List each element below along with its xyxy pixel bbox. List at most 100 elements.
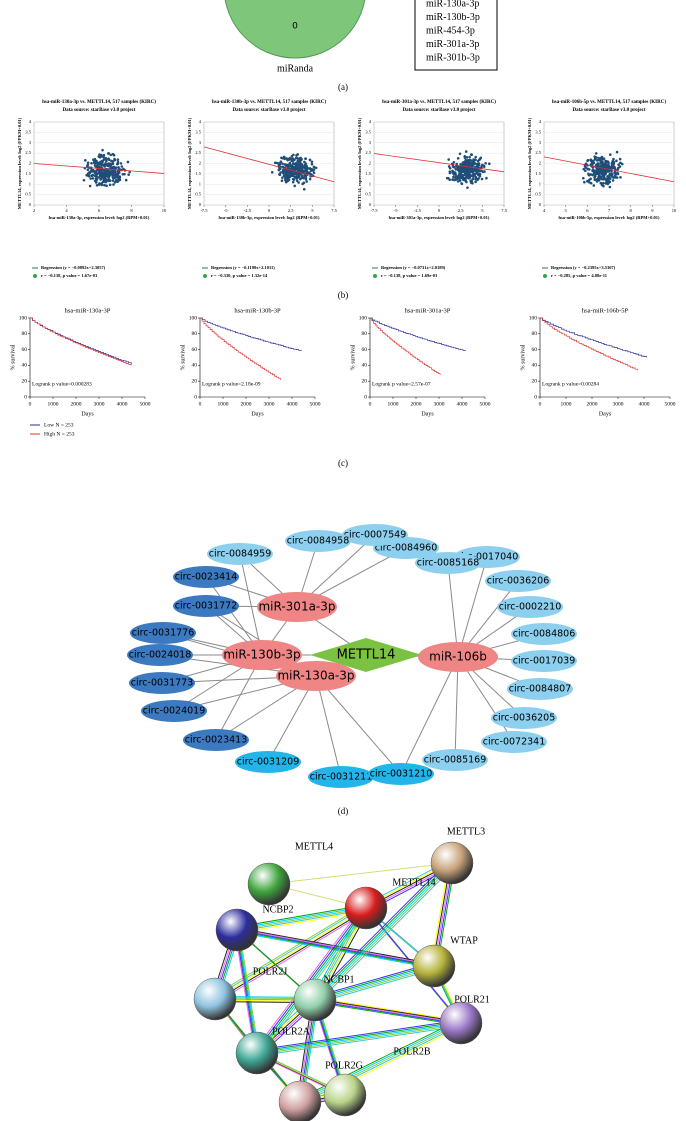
scatter-point <box>467 173 470 176</box>
string-edge <box>256 1022 462 1054</box>
scatter-point <box>600 183 604 187</box>
scatter-point <box>285 172 289 176</box>
plot-title: hsa-miR-301a-3p vs. METTL14, 517 samples… <box>382 100 496 105</box>
scatter-point <box>481 170 485 174</box>
string-edge <box>314 862 453 1001</box>
scatter-point <box>472 158 475 161</box>
scatter-point <box>304 177 308 181</box>
scatter-point <box>587 181 591 184</box>
scatter-point <box>304 162 308 165</box>
circrna-label: circ-0031776 <box>132 628 195 639</box>
scatter-point <box>95 165 99 169</box>
x-tick-label: -2.5 <box>414 208 422 213</box>
scatter-point <box>86 168 90 171</box>
scatter-point <box>116 158 120 162</box>
survival-plot <box>368 317 486 399</box>
circrna-label: circ-0007549 <box>344 530 407 541</box>
x-tick-label: 7 <box>608 208 611 213</box>
scatter-plot <box>542 121 675 278</box>
scatter-point <box>92 160 96 164</box>
string-edge <box>312 860 450 998</box>
circrna-label: circ-0036205 <box>493 713 556 724</box>
scatter-point <box>589 158 593 161</box>
x-tick-label: 8 <box>130 208 133 213</box>
circrna-node <box>511 623 577 645</box>
protein-node <box>439 1001 483 1045</box>
protein-label: METTL4 <box>295 841 333 852</box>
protein-label: NCBP1 <box>323 974 354 985</box>
scatter-point <box>280 156 283 160</box>
x-axis-label: Days <box>251 411 264 417</box>
edge <box>457 556 488 658</box>
scatter-point <box>618 157 622 161</box>
y-tick-label: 0 <box>364 394 367 400</box>
scatter-point <box>454 175 458 178</box>
scatter-point <box>100 165 103 169</box>
scatter-point <box>110 159 113 163</box>
plot-subtitle: Data source: starBase v3.0 project <box>233 108 306 113</box>
scatter-point <box>290 154 294 158</box>
x-tick-label: -5 <box>394 208 398 213</box>
scatter-point <box>314 166 318 170</box>
plot-title: hsa-miR-130a-3P <box>65 307 111 314</box>
scatter-point <box>608 153 612 156</box>
scatter-point <box>599 161 603 165</box>
y-axis-label: % survival <box>180 344 186 370</box>
circrna-node <box>141 700 207 722</box>
scatter-point <box>275 161 279 165</box>
scatter-point <box>464 172 467 176</box>
scatter-point <box>586 179 589 183</box>
circrna-node <box>481 731 547 753</box>
scatter-point <box>89 177 92 180</box>
scatter-point <box>105 184 108 188</box>
scatter-point <box>582 176 585 180</box>
scatter-point <box>292 162 296 166</box>
scatter-point <box>288 173 292 177</box>
scatter-point <box>118 175 121 178</box>
logrank-label: Logrank p value=2.57e-07 <box>372 381 431 387</box>
scatter-point <box>302 187 306 191</box>
y-tick-label: 20 <box>192 378 198 384</box>
scatter-point <box>475 162 479 166</box>
scatter-point <box>97 161 101 165</box>
scatter-point <box>120 165 124 168</box>
scatter-point <box>600 155 604 159</box>
protein-label: POLR2B <box>393 1046 431 1057</box>
circrna-label: circ-0036206 <box>487 576 550 587</box>
hub-node <box>310 638 422 672</box>
scatter-point <box>108 183 112 187</box>
regression-line <box>543 156 675 183</box>
x-axis-label: hsa-miR-301a-3p, expression level: log2 … <box>389 215 490 220</box>
scatter-point <box>484 161 487 165</box>
scatter-point <box>615 176 619 179</box>
scatter-point <box>106 171 109 174</box>
x-tick-label: 2000 <box>411 401 422 407</box>
scatter-point <box>91 173 95 177</box>
scatter-point <box>463 156 467 159</box>
y-tick-label: 1.5 <box>25 171 31 176</box>
legend-regression: Regression (y = −0.0892x+2.3057) <box>41 265 106 270</box>
x-tick-label: 5 <box>311 208 314 213</box>
scatter-point <box>98 182 101 185</box>
y-axis-label: METTL14, expression level: log2 (FPKM+0.… <box>17 117 22 209</box>
scatter-point <box>593 176 596 179</box>
string-edge <box>254 1019 459 1051</box>
mirna-node <box>222 640 302 670</box>
plot-title: hsa-miR-106b-5p vs. METTL14, 517 samples… <box>552 100 666 105</box>
y-tick-label: 0.5 <box>25 192 31 197</box>
y-tick-label: 0 <box>369 202 372 207</box>
y-axis-label: METTL14, expression level: log2 (FPKM+0.… <box>527 117 532 209</box>
y-tick-label: 0 <box>199 202 202 207</box>
scatter-point <box>474 158 477 162</box>
y-tick-label: 40 <box>22 363 28 369</box>
x-tick-label: 5 <box>481 208 484 213</box>
y-tick-label: 4 <box>29 119 32 124</box>
circrna-label: circ-0002210 <box>499 602 562 613</box>
scatter-point <box>458 179 462 182</box>
scatter-point <box>608 174 612 177</box>
mirna-item: miR-130b-3p <box>426 12 480 23</box>
scatter-point <box>98 153 101 156</box>
circrna-node <box>285 530 351 552</box>
scatter-point <box>113 181 117 184</box>
legend-dot <box>33 274 37 278</box>
